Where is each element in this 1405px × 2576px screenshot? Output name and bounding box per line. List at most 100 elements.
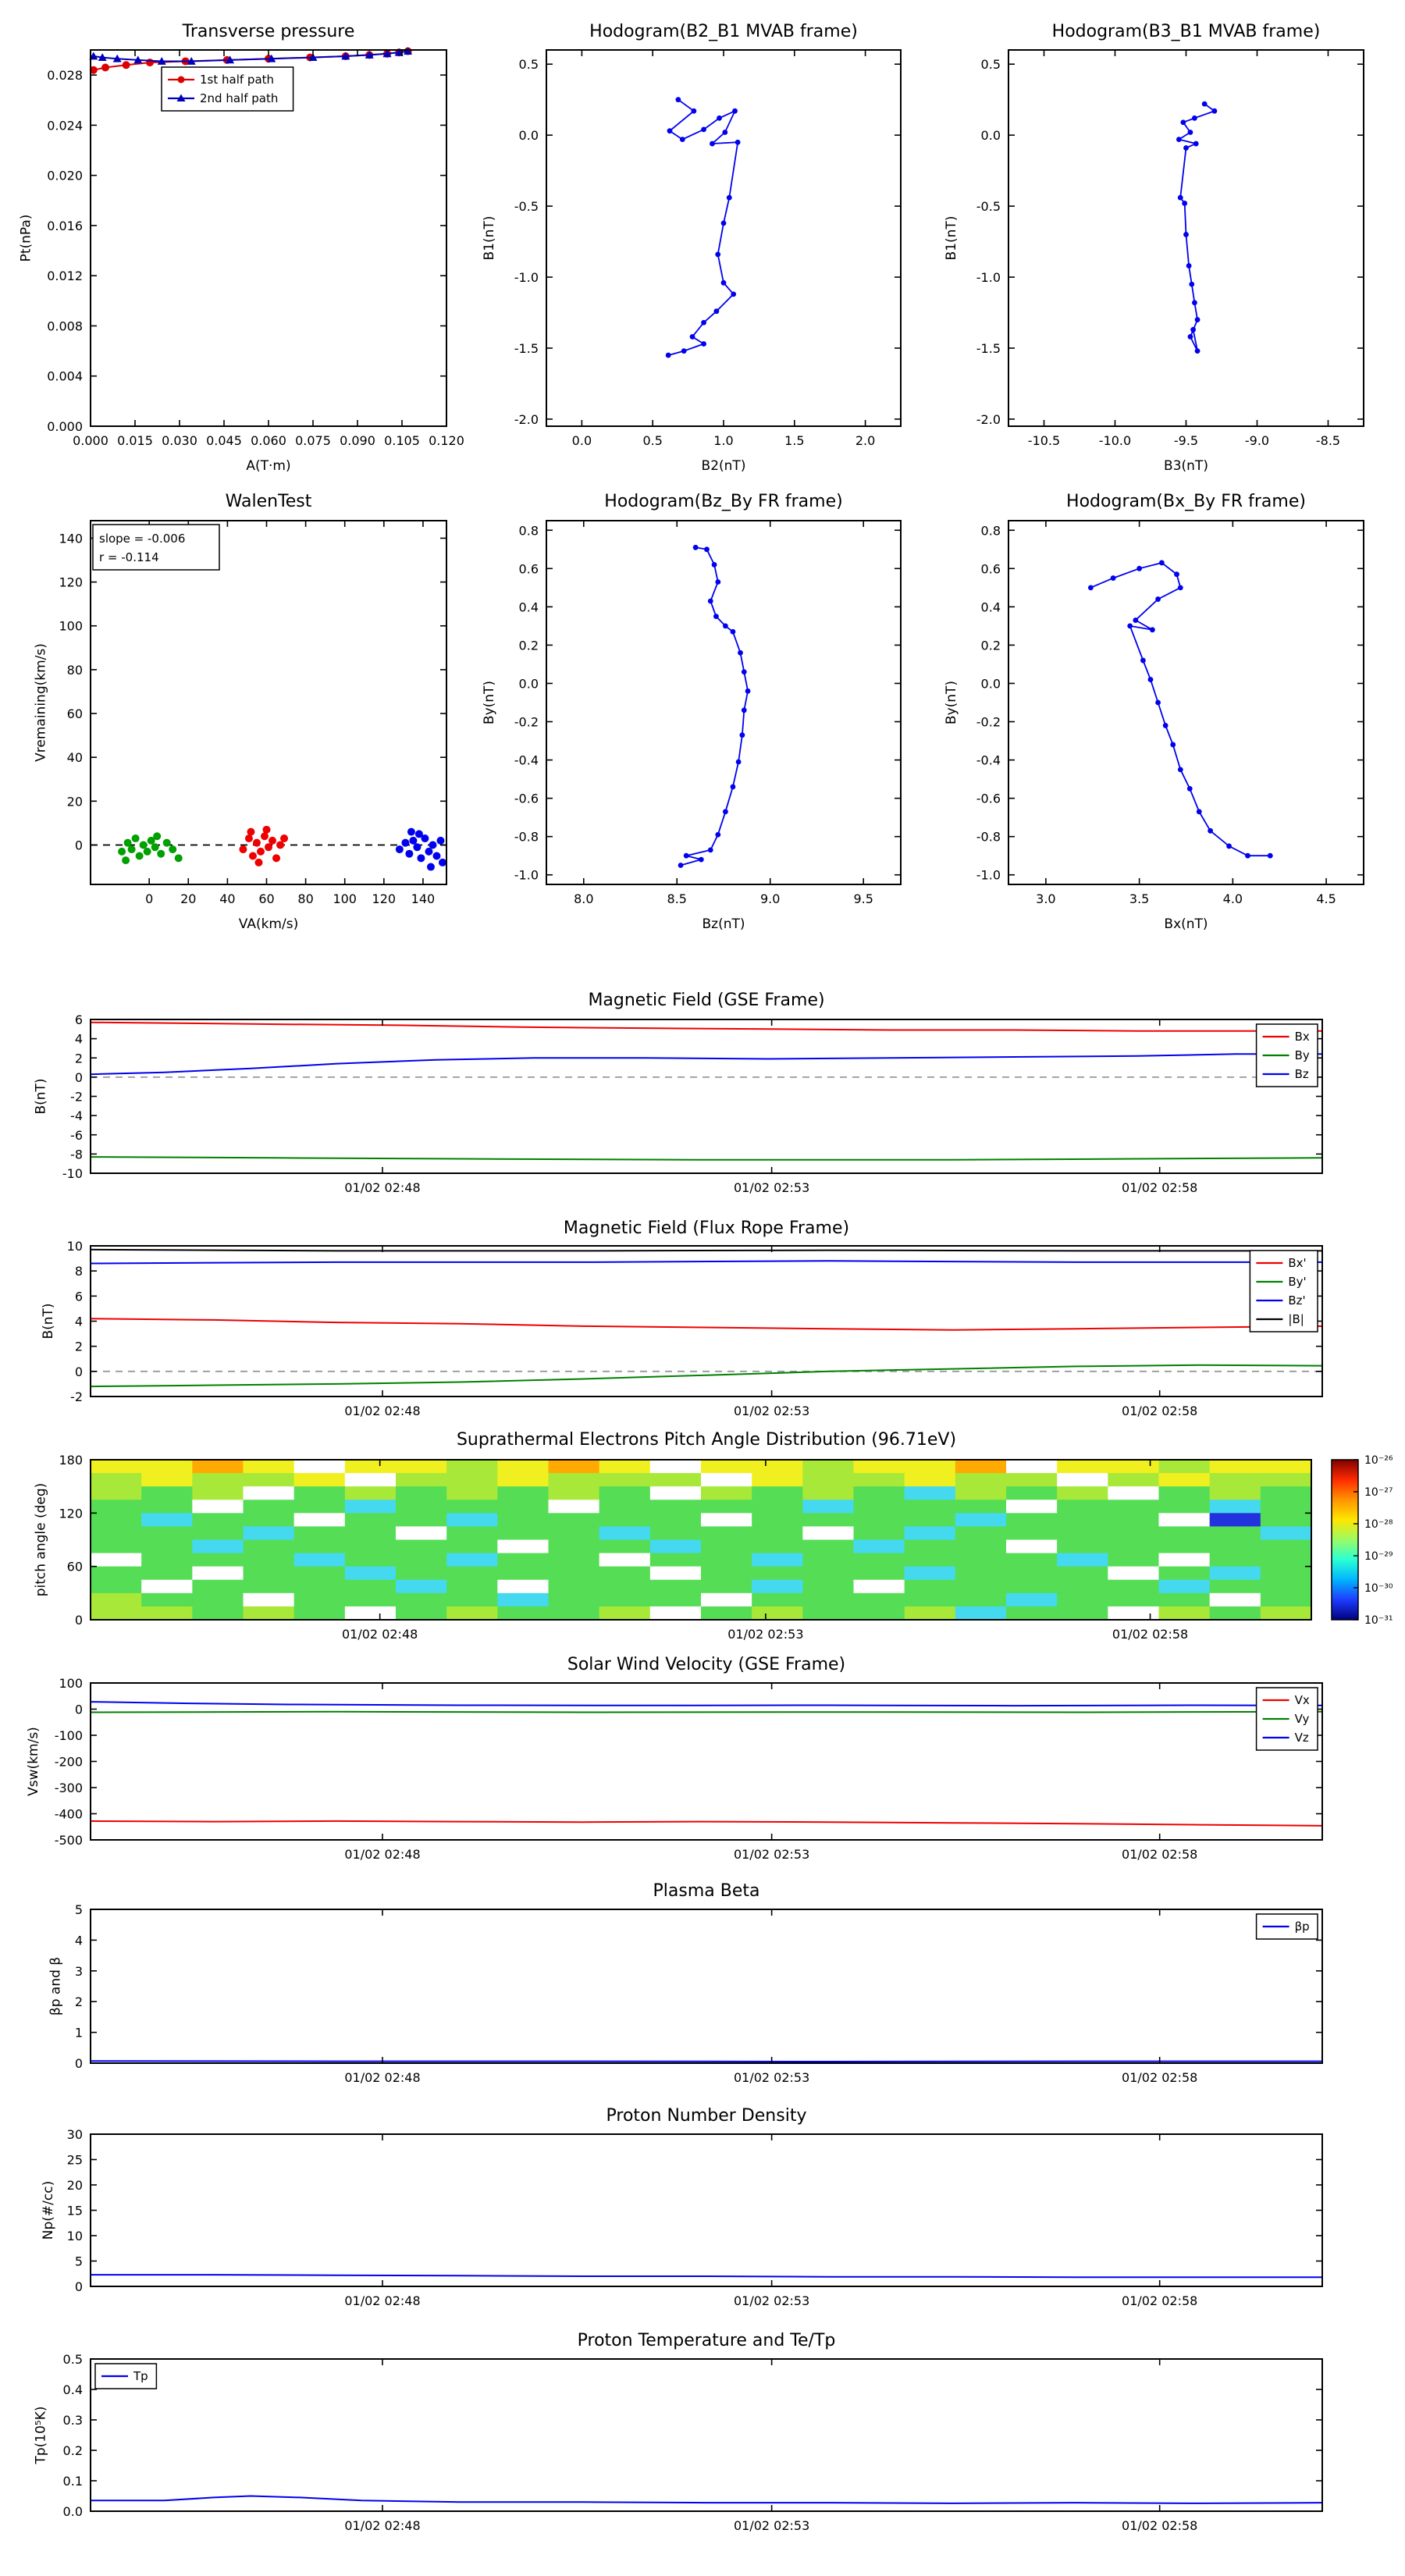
svg-text:-1.0: -1.0	[514, 868, 539, 883]
svg-text:9.0: 9.0	[760, 891, 780, 906]
svg-text:6: 6	[75, 1289, 83, 1304]
svg-text:180: 180	[59, 1453, 83, 1468]
svg-text:01/02 02:58: 01/02 02:58	[1122, 1847, 1197, 1862]
svg-text:Vsw(km/s): Vsw(km/s)	[26, 1727, 41, 1796]
svg-text:10⁻²⁶: 10⁻²⁶	[1364, 1454, 1393, 1467]
svg-text:0.004: 0.004	[47, 369, 83, 384]
svg-text:0: 0	[75, 2056, 83, 2071]
svg-text:01/02 02:58: 01/02 02:58	[1122, 1180, 1197, 1195]
svg-text:60: 60	[67, 706, 83, 721]
svg-text:0.024: 0.024	[47, 118, 83, 133]
chart-hodogram-bxby: 3.0 3.5 4.0 4.5 0.8 0.6 0.4 0.2 0.0 -0.2 -0.4 -0.6 -…	[944, 520, 1364, 932]
svg-text:01/02 02:58: 01/02 02:58	[1122, 2070, 1197, 2085]
chart-title-tp: Proton Temperature and Te/Tp	[577, 2331, 836, 2350]
svg-text:0: 0	[75, 1613, 83, 1628]
svg-text:0.3: 0.3	[63, 2413, 83, 2428]
chart-hodogram-b3b1: -10.5 -10.0 -9.5 -9.0 -8.5 0.5 0.0 -0.5 -1.0 -1.5…	[944, 49, 1364, 474]
svg-text:01/02 02:48: 01/02 02:48	[342, 1627, 418, 1642]
svg-text:-9.0: -9.0	[1245, 433, 1269, 448]
svg-text:-9.5: -9.5	[1174, 433, 1198, 448]
svg-text:0.060: 0.060	[251, 433, 286, 448]
svg-text:15: 15	[67, 2204, 83, 2218]
series-By	[90, 1156, 1323, 1161]
svg-text:B1(nT): B1(nT)	[944, 216, 959, 261]
svg-text:Vy: Vy	[1295, 1712, 1310, 1726]
svg-text:-10.5: -10.5	[1028, 433, 1060, 448]
series-Bx_By	[1090, 562, 1271, 857]
svg-text:2nd half path: 2nd half path	[200, 91, 278, 105]
svg-text:Tp: Tp	[133, 2369, 148, 2383]
svg-text:20: 20	[67, 794, 83, 809]
svg-text:0.6: 0.6	[981, 561, 1001, 576]
svg-text:0.8: 0.8	[981, 523, 1001, 538]
chart-vsw: 01/02 02:48 01/02 02:53 01/02 02:58 100 0 -10…	[26, 1676, 1323, 1862]
svg-text:01/02 02:58: 01/02 02:58	[1122, 2293, 1197, 2308]
svg-text:Bz: Bz	[1295, 1067, 1309, 1081]
legend-box	[161, 66, 294, 112]
svg-text:10⁻²⁷: 10⁻²⁷	[1364, 1486, 1393, 1499]
svg-text:0.120: 0.120	[429, 433, 464, 448]
svg-text:01/02 02:48: 01/02 02:48	[344, 2293, 420, 2308]
svg-text:20: 20	[67, 2178, 83, 2193]
chart-title-vsw: Solar Wind Velocity (GSE Frame)	[567, 1655, 846, 1674]
svg-text:-0.2: -0.2	[514, 715, 539, 730]
series-By'	[90, 1364, 1323, 1388]
series-Bx'	[90, 1318, 1323, 1331]
svg-text:Vremaining(km/s): Vremaining(km/s)	[34, 643, 49, 762]
svg-text:100: 100	[59, 619, 83, 634]
axes-frame	[546, 520, 902, 885]
svg-text:Np(#/cc): Np(#/cc)	[41, 2181, 56, 2240]
svg-text:0.4: 0.4	[981, 600, 1001, 614]
svg-text:-2: -2	[70, 1389, 83, 1404]
svg-text:-100: -100	[55, 1728, 83, 1743]
svg-text:40: 40	[219, 891, 235, 906]
svg-text:0.8: 0.8	[519, 523, 539, 538]
svg-text:0: 0	[145, 891, 153, 906]
svg-text:Pt(nPa): Pt(nPa)	[19, 215, 34, 262]
svg-text:10⁻³⁰: 10⁻³⁰	[1364, 1582, 1393, 1595]
svg-text:B(nT): B(nT)	[41, 1303, 56, 1339]
svg-text:βp: βp	[1295, 1920, 1310, 1934]
svg-text:-4: -4	[70, 1108, 83, 1123]
legend-box	[1249, 1250, 1318, 1332]
svg-text:-0.5: -0.5	[514, 199, 539, 214]
svg-text:By': By'	[1288, 1275, 1306, 1289]
svg-text:0.0: 0.0	[572, 433, 592, 448]
chart-title-pitch-angle: Suprathermal Electrons Pitch Angle Distr…	[456, 1430, 957, 1450]
svg-text:1st half path: 1st half path	[200, 73, 274, 87]
svg-text:120: 120	[59, 575, 83, 590]
axes-frame	[90, 2358, 1323, 2512]
svg-text:01/02 02:58: 01/02 02:58	[1112, 1627, 1188, 1642]
series-B3_B1	[1177, 103, 1216, 352]
svg-text:8.0: 8.0	[574, 891, 593, 906]
svg-text:0.075: 0.075	[295, 433, 331, 448]
svg-text:01/02 02:58: 01/02 02:58	[1122, 1404, 1197, 1418]
svg-text:10: 10	[67, 2229, 83, 2243]
svg-text:10⁻³¹: 10⁻³¹	[1364, 1614, 1393, 1627]
chart-walen-test: 0 20 40 60 80 100 120 140 0 20 40 60 80 100 120 140 VA(k…	[34, 520, 447, 932]
axes-frame	[90, 1019, 1323, 1174]
svg-text:Bx': Bx'	[1288, 1256, 1306, 1270]
svg-text:0.016: 0.016	[47, 219, 83, 233]
svg-text:By(nT): By(nT)	[944, 681, 959, 724]
svg-text:0.045: 0.045	[206, 433, 242, 448]
series-|B|	[90, 1248, 1322, 1252]
chart-title-mag-fr: Magnetic Field (Flux Rope Frame)	[563, 1219, 850, 1238]
svg-text:0.5: 0.5	[642, 433, 662, 448]
svg-text:Bz': Bz'	[1288, 1293, 1305, 1308]
svg-text:01/02 02:53: 01/02 02:53	[734, 1180, 809, 1195]
svg-text:01/02 02:53: 01/02 02:53	[734, 2070, 809, 2085]
svg-text:01/02 02:48: 01/02 02:48	[344, 1180, 420, 1195]
svg-text:-1.0: -1.0	[976, 868, 1001, 883]
svg-text:-0.5: -0.5	[976, 199, 1001, 214]
series-B2_B1	[667, 98, 739, 356]
svg-text:01/02 02:48: 01/02 02:48	[344, 1404, 420, 1418]
svg-text:0.000: 0.000	[73, 433, 108, 448]
chart-title-hodogram-bxby: Hodogram(Bx_By FR frame)	[1066, 492, 1306, 511]
svg-text:2: 2	[75, 1994, 83, 2009]
svg-text:01/02 02:53: 01/02 02:53	[734, 2518, 809, 2533]
series-Tp	[91, 2495, 1323, 2504]
svg-text:10⁻²⁹: 10⁻²⁹	[1364, 1550, 1393, 1563]
svg-text:2: 2	[75, 1051, 83, 1066]
axes-frame	[90, 1682, 1323, 1841]
